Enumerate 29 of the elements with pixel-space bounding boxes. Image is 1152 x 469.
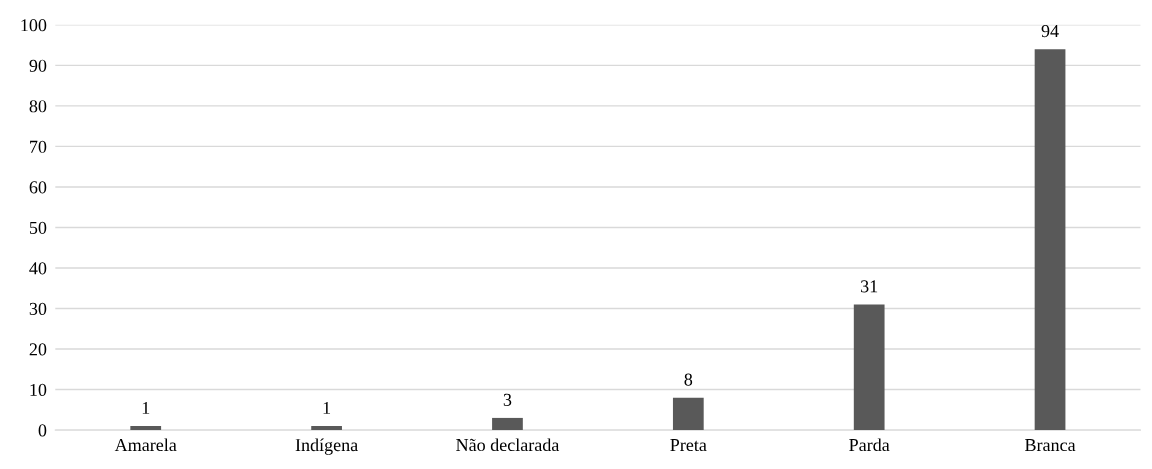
y-tick-label: 10 bbox=[30, 383, 47, 396]
y-tick-label: 80 bbox=[29, 100, 47, 113]
bar bbox=[672, 397, 704, 431]
y-tick-label: 30 bbox=[29, 302, 47, 315]
x-tick-label: Não declarada bbox=[456, 438, 560, 452]
x-tick-label: Parda bbox=[849, 438, 890, 452]
x-tick-label: Branca bbox=[1025, 439, 1076, 452]
data-label: 8 bbox=[684, 373, 693, 386]
bar bbox=[1034, 49, 1066, 431]
x-tick-label: Amarela bbox=[114, 438, 177, 452]
y-tick-label: 70 bbox=[30, 140, 47, 153]
data-label: 1 bbox=[323, 401, 331, 414]
y-tick-label: 0 bbox=[38, 424, 47, 437]
data-label: 3 bbox=[503, 393, 512, 406]
y-tick-label: 100 bbox=[21, 19, 47, 32]
y-tick-label: 20 bbox=[29, 343, 47, 356]
y-tick-label: 60 bbox=[29, 181, 47, 194]
bar bbox=[853, 304, 885, 431]
y-tick-label: 50 bbox=[29, 221, 47, 234]
data-label: 1 bbox=[142, 401, 150, 414]
bar bbox=[492, 417, 523, 431]
y-tick-label: 40 bbox=[29, 262, 47, 275]
data-label: 31 bbox=[861, 280, 878, 293]
bar bbox=[130, 426, 162, 431]
data-label: 94 bbox=[1041, 25, 1059, 38]
y-tick-label: 90 bbox=[29, 59, 47, 72]
x-tick-label: Indígena bbox=[295, 438, 358, 455]
bar bbox=[311, 426, 342, 431]
x-tick-label: Preta bbox=[670, 439, 707, 452]
